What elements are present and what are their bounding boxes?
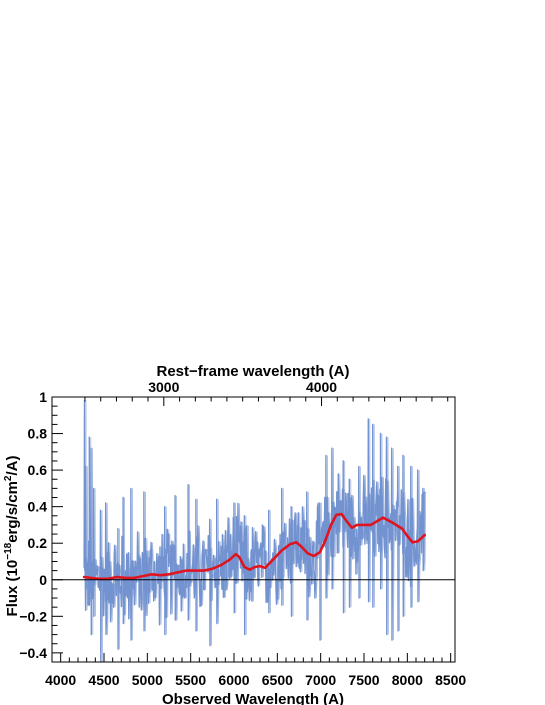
left-ticks: [52, 396, 63, 663]
y-title-exp2: 2: [3, 475, 14, 481]
y-title-mid: erg/s/cm: [4, 481, 21, 543]
x-axis-title: Observed Wavelength (A): [162, 691, 344, 705]
y-title-exp1: −18: [3, 542, 14, 559]
top-axis-title: Rest−frame wavelength (A): [157, 363, 350, 380]
x-tick-label: 6500: [262, 672, 293, 688]
y-title-pre: Flux (10: [4, 560, 21, 617]
x-tick-label: 6000: [218, 672, 249, 688]
spectrum-line-shadow: [85, 400, 427, 663]
y-tick-label: 1: [39, 389, 47, 405]
y-tick-label: 0: [39, 572, 47, 588]
x-tick-label: 4000: [45, 672, 76, 688]
x-tick-label: 7000: [305, 672, 336, 688]
x-tick-label: 8500: [435, 672, 466, 688]
spectrum-layer: [83, 400, 427, 663]
x-tick-label: 8000: [392, 672, 423, 688]
y-tick-label: 0.6: [28, 462, 48, 478]
y-tick-label: 0.4: [28, 499, 48, 515]
top-ticks: [84, 397, 449, 406]
plot-frame: [51, 396, 456, 663]
y-tick-label: −0.4: [19, 645, 47, 661]
y-tick-label: 0.2: [28, 535, 48, 551]
y-axis-title: Flux (10−18erg/s/cm2/A): [3, 456, 21, 617]
y-tick-label: 0.8: [28, 426, 48, 442]
x-tick-label: 7500: [348, 672, 379, 688]
bottom-ticks: [51, 653, 452, 662]
axis-labels: 4000 4500 5000 5500 6000 6500 7000 7500 8000 8500…: [19, 379, 466, 688]
x-tick-label: 4500: [88, 672, 119, 688]
model-layer: [82, 512, 426, 581]
y-title-post: /A): [4, 456, 21, 476]
top-tick-label: 3000: [148, 379, 179, 395]
y-tick-label: −0.2: [19, 608, 47, 624]
model-line: [82, 512, 426, 581]
top-tick-label: 4000: [306, 379, 337, 395]
x-tick-label: 5000: [132, 672, 163, 688]
x-tick-label: 5500: [175, 672, 206, 688]
